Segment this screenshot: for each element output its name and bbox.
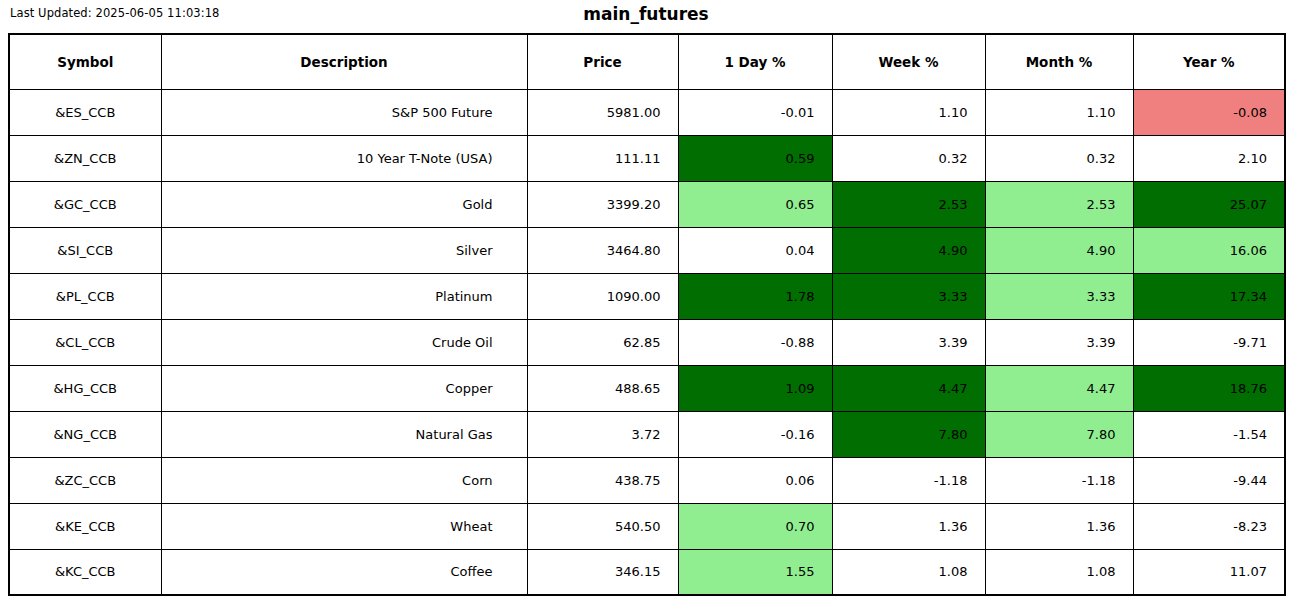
symbol-cell: &SI_CCB (9, 227, 161, 273)
symbol-cell: &ZC_CCB (9, 457, 161, 503)
price-cell: 3399.20 (527, 181, 678, 227)
description-cell: Platinum (161, 273, 527, 319)
day-pct-cell: 0.59 (678, 135, 832, 181)
year-pct-cell: -0.08 (1133, 89, 1285, 135)
table-row: &GC_CCBGold3399.200.652.532.5325.07 (9, 181, 1285, 227)
header-cell-description: Description (161, 34, 527, 89)
price-cell: 540.50 (527, 503, 678, 549)
description-cell: Crude Oil (161, 319, 527, 365)
table-row: &KC_CCBCoffee346.151.551.081.0811.07 (9, 549, 1285, 595)
year-pct-cell: 11.07 (1133, 549, 1285, 595)
year-pct-cell: 18.76 (1133, 365, 1285, 411)
month-pct-cell: 2.53 (985, 181, 1133, 227)
symbol-cell: &PL_CCB (9, 273, 161, 319)
table-row: &ZC_CCBCorn438.750.06-1.18-1.18-9.44 (9, 457, 1285, 503)
price-cell: 5981.00 (527, 89, 678, 135)
month-pct-cell: 4.47 (985, 365, 1133, 411)
header-cell-symbol: Symbol (9, 34, 161, 89)
month-pct-cell: 7.80 (985, 411, 1133, 457)
description-cell: Wheat (161, 503, 527, 549)
week-pct-cell: 2.53 (832, 181, 985, 227)
day-pct-cell: 0.06 (678, 457, 832, 503)
table-row: &ES_CCBS&P 500 Future5981.00-0.011.101.1… (9, 89, 1285, 135)
futures-table: SymbolDescriptionPrice1 Day %Week %Month… (8, 33, 1286, 596)
price-cell: 438.75 (527, 457, 678, 503)
symbol-cell: &GC_CCB (9, 181, 161, 227)
week-pct-cell: -1.18 (832, 457, 985, 503)
year-pct-cell: -8.23 (1133, 503, 1285, 549)
table-row: &ZN_CCB10 Year T-Note (USA)111.110.590.3… (9, 135, 1285, 181)
month-pct-cell: 0.32 (985, 135, 1133, 181)
price-cell: 1090.00 (527, 273, 678, 319)
futures-table-page: Last Updated: 2025-06-05 11:03:18 main_f… (0, 0, 1292, 604)
header-cell-week_pct: Week % (832, 34, 985, 89)
table-header-row: SymbolDescriptionPrice1 Day %Week %Month… (9, 34, 1285, 89)
day-pct-cell: -0.88 (678, 319, 832, 365)
table-row: &SI_CCBSilver3464.800.044.904.9016.06 (9, 227, 1285, 273)
symbol-cell: &CL_CCB (9, 319, 161, 365)
price-cell: 346.15 (527, 549, 678, 595)
month-pct-cell: 3.39 (985, 319, 1133, 365)
day-pct-cell: 0.70 (678, 503, 832, 549)
week-pct-cell: 3.33 (832, 273, 985, 319)
month-pct-cell: 1.36 (985, 503, 1133, 549)
price-cell: 62.85 (527, 319, 678, 365)
year-pct-cell: -9.44 (1133, 457, 1285, 503)
symbol-cell: &NG_CCB (9, 411, 161, 457)
month-pct-cell: 1.08 (985, 549, 1133, 595)
symbol-cell: &HG_CCB (9, 365, 161, 411)
table-row: &NG_CCBNatural Gas3.72-0.167.807.80-1.54 (9, 411, 1285, 457)
day-pct-cell: 0.65 (678, 181, 832, 227)
day-pct-cell: 0.04 (678, 227, 832, 273)
description-cell: Copper (161, 365, 527, 411)
header-cell-price: Price (527, 34, 678, 89)
price-cell: 3.72 (527, 411, 678, 457)
day-pct-cell: 1.09 (678, 365, 832, 411)
year-pct-cell: -1.54 (1133, 411, 1285, 457)
year-pct-cell: 16.06 (1133, 227, 1285, 273)
header-cell-day_pct: 1 Day % (678, 34, 832, 89)
week-pct-cell: 4.47 (832, 365, 985, 411)
price-cell: 111.11 (527, 135, 678, 181)
week-pct-cell: 7.80 (832, 411, 985, 457)
description-cell: Silver (161, 227, 527, 273)
description-cell: S&P 500 Future (161, 89, 527, 135)
day-pct-cell: 1.78 (678, 273, 832, 319)
header-cell-month_pct: Month % (985, 34, 1133, 89)
day-pct-cell: -0.16 (678, 411, 832, 457)
description-cell: 10 Year T-Note (USA) (161, 135, 527, 181)
table-row: &PL_CCBPlatinum1090.001.783.333.3317.34 (9, 273, 1285, 319)
week-pct-cell: 3.39 (832, 319, 985, 365)
table-row: &CL_CCBCrude Oil62.85-0.883.393.39-9.71 (9, 319, 1285, 365)
symbol-cell: &KC_CCB (9, 549, 161, 595)
description-cell: Corn (161, 457, 527, 503)
month-pct-cell: 4.90 (985, 227, 1133, 273)
description-cell: Gold (161, 181, 527, 227)
week-pct-cell: 1.10 (832, 89, 985, 135)
week-pct-cell: 1.36 (832, 503, 985, 549)
day-pct-cell: 1.55 (678, 549, 832, 595)
description-cell: Natural Gas (161, 411, 527, 457)
price-cell: 3464.80 (527, 227, 678, 273)
month-pct-cell: 1.10 (985, 89, 1133, 135)
description-cell: Coffee (161, 549, 527, 595)
symbol-cell: &ZN_CCB (9, 135, 161, 181)
month-pct-cell: -1.18 (985, 457, 1133, 503)
year-pct-cell: 17.34 (1133, 273, 1285, 319)
week-pct-cell: 4.90 (832, 227, 985, 273)
year-pct-cell: 25.07 (1133, 181, 1285, 227)
year-pct-cell: -9.71 (1133, 319, 1285, 365)
week-pct-cell: 1.08 (832, 549, 985, 595)
symbol-cell: &KE_CCB (9, 503, 161, 549)
week-pct-cell: 0.32 (832, 135, 985, 181)
year-pct-cell: 2.10 (1133, 135, 1285, 181)
page-title: main_futures (8, 4, 1284, 24)
table-row: &HG_CCBCopper488.651.094.474.4718.76 (9, 365, 1285, 411)
day-pct-cell: -0.01 (678, 89, 832, 135)
header-cell-year_pct: Year % (1133, 34, 1285, 89)
table-row: &KE_CCBWheat540.500.701.361.36-8.23 (9, 503, 1285, 549)
month-pct-cell: 3.33 (985, 273, 1133, 319)
price-cell: 488.65 (527, 365, 678, 411)
symbol-cell: &ES_CCB (9, 89, 161, 135)
